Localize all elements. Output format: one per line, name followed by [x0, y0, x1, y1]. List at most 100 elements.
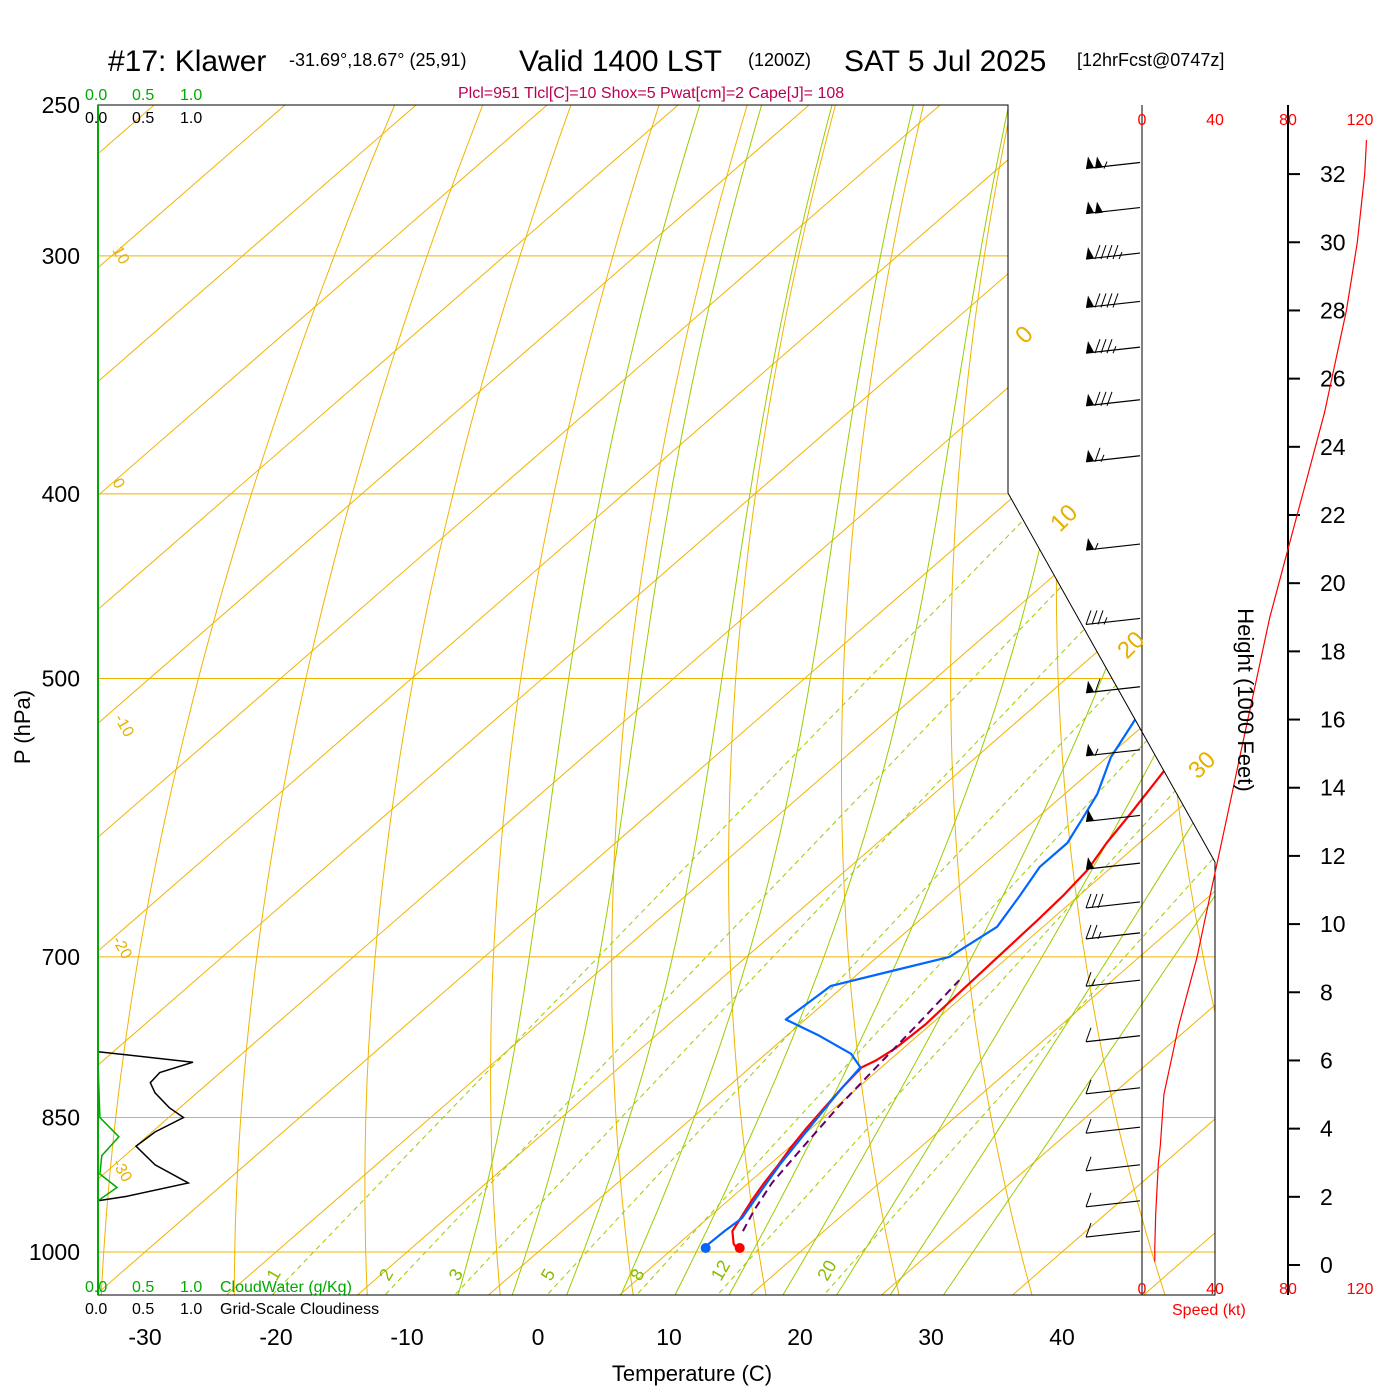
wind-barb-flag — [1094, 447, 1101, 462]
wind-barb — [1085, 447, 1141, 463]
station-coords: -31.69°,18.67° (25,91) — [289, 50, 467, 70]
x-tick-label: -10 — [390, 1324, 423, 1350]
wind-barb — [1085, 1222, 1141, 1238]
dry-adiabat-line — [490, 105, 671, 1295]
height-tick-label: 32 — [1320, 161, 1346, 187]
x-axis-title: Temperature (C) — [612, 1361, 772, 1386]
valid-time: Valid 1400 LST — [519, 45, 722, 78]
wind-barb-staff — [1085, 1230, 1141, 1238]
wind-barb-staff — [1085, 617, 1141, 626]
wind-barb-staff — [1085, 979, 1141, 987]
mixing-ratio-line — [329, 493, 1152, 1295]
moist-adiabat-line — [551, 105, 833, 1295]
height-tick-label: 26 — [1320, 366, 1346, 392]
height-tick-label: 10 — [1320, 911, 1346, 937]
plot-frame — [97, 104, 1216, 1296]
wind-barb-pennant — [1086, 449, 1094, 462]
wind-barb-flag — [1100, 293, 1107, 308]
cloud-scale-top-black-0: 0.0 — [85, 110, 107, 127]
isotherm-label: 0 — [109, 476, 128, 492]
isotherm-label: 10 — [109, 244, 133, 268]
wind-barb — [1085, 972, 1141, 987]
cloud-scale-bottom-black-1: 0.5 — [132, 1301, 154, 1318]
cloud-scale-top-green-2: 1.0 — [180, 87, 202, 104]
isotherm-line — [98, 105, 980, 1295]
x-tick-label: 30 — [918, 1324, 944, 1350]
wind-barb-staff — [1085, 932, 1141, 940]
cloud-water-label: CloudWater (g/Kg) — [220, 1279, 352, 1296]
zulu-time: (1200Z) — [748, 50, 811, 70]
isotherm-line — [98, 105, 849, 1295]
wind-barb — [1085, 857, 1141, 870]
isotherm-line — [98, 105, 718, 1295]
wind-barb-flag — [1112, 293, 1119, 308]
surface-temperature-dot — [734, 1243, 745, 1253]
cloud-scale-bottom-green-1: 0.5 — [132, 1279, 154, 1296]
wind-barb-flag — [1094, 338, 1101, 354]
mixing-ratio-line — [399, 493, 1215, 1295]
wind-barb-flag — [1085, 610, 1092, 625]
speed-scale-top-40: 40 — [1206, 112, 1224, 129]
isotherm-line — [98, 105, 1215, 1295]
wind-barb — [1085, 924, 1141, 940]
height-tick-label: 2 — [1320, 1184, 1333, 1210]
sounding-profiles — [700, 143, 1215, 1253]
isotherm-line — [98, 105, 1215, 1295]
wind-barb-flag — [1112, 244, 1119, 260]
wind-barb-staff — [1085, 543, 1141, 551]
moist-adiabat-line — [918, 105, 1215, 1295]
pressure-tick-label: 1000 — [29, 1239, 80, 1265]
cloud-scale-bottom-black-2: 1.0 — [180, 1301, 202, 1318]
wind-barb-flag — [1085, 893, 1092, 909]
speed-scale-top-0: 0 — [1138, 112, 1147, 129]
wind-barb-flag — [1094, 678, 1101, 693]
wind-barb — [1085, 391, 1141, 407]
mixing-ratio-label: 12 — [707, 1257, 734, 1284]
wind-barb-staff — [1085, 862, 1141, 870]
wind-barb — [1085, 201, 1141, 215]
dry-adiabat-line — [233, 105, 497, 1295]
isotherm-label: 10 — [1045, 499, 1083, 537]
wind-barb — [1085, 538, 1141, 551]
wind-barb — [1085, 338, 1141, 354]
cloud-scale-top-black-2: 1.0 — [180, 110, 202, 127]
mixing-ratio-label: 2 — [375, 1265, 397, 1284]
wind-barb-half-flag — [1112, 345, 1117, 354]
x-tick-label: 10 — [656, 1324, 682, 1350]
moist-adiabat-line — [499, 105, 763, 1295]
isotherm-label: 0 — [1010, 321, 1039, 350]
wind-barb-flag — [1085, 1192, 1092, 1207]
wind-barb-staff — [1085, 901, 1141, 909]
wind-barb — [1085, 743, 1141, 757]
height-tick-label: 4 — [1320, 1116, 1333, 1142]
isotherm-label: -30 — [109, 1157, 135, 1186]
wind-barb-staff — [1085, 399, 1141, 407]
wind-barb-flag — [1100, 244, 1107, 260]
height-tick-label: 16 — [1320, 707, 1346, 733]
wind-barb-flag — [1085, 1156, 1092, 1171]
cloudiness-line — [98, 1050, 194, 1202]
moist-adiabat-line — [604, 105, 914, 1295]
cloud-panel — [98, 1050, 194, 1202]
wind-barb-flag — [1091, 924, 1098, 940]
sounding-indices: Plcl=951 Tlcl[C]=10 Shox=5 Pwat[cm]=2 Ca… — [458, 85, 844, 102]
parcel-line — [742, 979, 961, 1232]
wind-barb-pennant — [1086, 743, 1094, 756]
wind-barb-half-flag — [1097, 931, 1102, 940]
wind-barb-pennant — [1086, 538, 1094, 551]
height-tick-label: 8 — [1320, 979, 1333, 1005]
wind-barb-flag — [1100, 338, 1107, 354]
cloud-scale-bottom-green-2: 1.0 — [180, 1279, 202, 1296]
mixing-ratio-label: 8 — [626, 1265, 648, 1284]
wind-barb-staff — [1085, 1200, 1141, 1208]
wind-barb-flag — [1106, 293, 1113, 308]
speed-axis-label: Speed (kt) — [1172, 1302, 1246, 1319]
speed-scale-top-120: 120 — [1347, 112, 1374, 129]
height-tick-label: 24 — [1320, 434, 1346, 460]
wind-barb-staff — [1085, 206, 1141, 215]
wind-barb-flag — [1106, 338, 1113, 354]
moist-adiabat-line — [656, 105, 1010, 1295]
wind-barb-staff — [1085, 1164, 1141, 1172]
isotherm-label: 30 — [1183, 746, 1221, 784]
valid-date: SAT 5 Jul 2025 — [844, 45, 1046, 78]
